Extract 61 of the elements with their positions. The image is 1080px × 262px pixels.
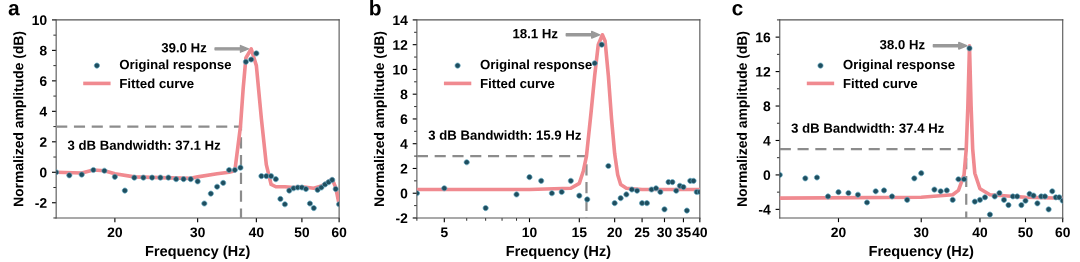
y-axis-title: Normalized amplitude (dB) <box>736 31 750 206</box>
y-tick-label: 2 <box>39 137 47 147</box>
x-tick-label: 30 <box>913 227 929 238</box>
annotation: 38.0 Hz <box>879 39 925 50</box>
legend-label: Original response <box>119 59 232 72</box>
legend-label: Original response <box>843 59 955 72</box>
x-tick-label: 50 <box>1018 227 1033 238</box>
y-tick-label: 0 <box>39 167 47 178</box>
chart-title: c <box>732 3 743 16</box>
y-tick-label: 2 <box>400 163 408 174</box>
annotation: 3 dB Bandwidth: 15.9 Hz <box>428 130 581 140</box>
x-axis-title: Frequency (Hz) <box>506 245 611 260</box>
x-tick-label: 60 <box>1055 227 1070 238</box>
y-tick-label: 12 <box>393 40 408 50</box>
x-tick-label: 60 <box>331 227 347 238</box>
y-tick-label: 6 <box>400 114 408 125</box>
annotation: 3 dB Bandwidth: 37.1 Hz <box>67 140 221 150</box>
y-tick-label: 10 <box>32 15 47 26</box>
y-tick-label: 8 <box>763 101 771 112</box>
x-tick-label: 15 <box>572 227 587 238</box>
annotation: 39.0 Hz <box>161 43 207 53</box>
x-tick-label: 30 <box>657 227 672 238</box>
y-tick-label: 4 <box>400 139 408 149</box>
legend-label: Original response <box>480 59 592 72</box>
x-tick-label: 35 <box>676 227 691 238</box>
y-tick-label: 4 <box>763 135 771 146</box>
y-axis-title: Normalized amplitude (dB) <box>13 31 27 206</box>
legend-label: Fitted curve <box>843 78 918 89</box>
chart-title: a <box>8 3 20 16</box>
y-tick-label: 8 <box>39 45 47 56</box>
y-axis-title: Normalized amplitude (dB) <box>373 31 387 206</box>
legend-label: Fitted curve <box>480 78 555 89</box>
y-tick-label: 0 <box>400 188 408 199</box>
y-tick-label: -2 <box>396 213 408 224</box>
x-tick-label: 40 <box>972 227 988 238</box>
y-tick-label: 10 <box>393 64 408 75</box>
annotation: 3 dB Bandwidth: 37.4 Hz <box>791 123 944 133</box>
x-axis-title: Frequency (Hz) <box>869 245 974 260</box>
y-tick-label: 12 <box>756 66 771 77</box>
y-tick-label: 14 <box>393 15 408 25</box>
x-tick-label: 40 <box>692 227 707 238</box>
x-tick-label: 10 <box>522 227 537 238</box>
x-tick-label: 20 <box>831 227 846 238</box>
x-tick-label: 5 <box>440 227 448 238</box>
y-tick-label: 16 <box>756 32 771 43</box>
x-tick-label: 50 <box>294 227 310 238</box>
y-tick-label: -4 <box>758 204 771 215</box>
x-tick-label: 20 <box>607 227 622 238</box>
annotation: 18.1 Hz <box>513 28 558 39</box>
y-tick-label: 8 <box>400 89 408 100</box>
x-axis-title: Frequency (Hz) <box>145 245 250 260</box>
y-tick-label: 6 <box>39 76 47 87</box>
x-tick-label: 30 <box>190 227 205 238</box>
x-tick-label: 40 <box>248 227 264 238</box>
y-tick-label: 0 <box>763 170 771 181</box>
chart-title: b <box>370 0 381 16</box>
legend-label: Fitted curve <box>120 78 194 89</box>
x-tick-label: 25 <box>634 227 650 238</box>
y-tick-label: -2 <box>35 198 47 208</box>
x-tick-label: 20 <box>107 227 123 238</box>
y-tick-label: 4 <box>39 106 48 117</box>
